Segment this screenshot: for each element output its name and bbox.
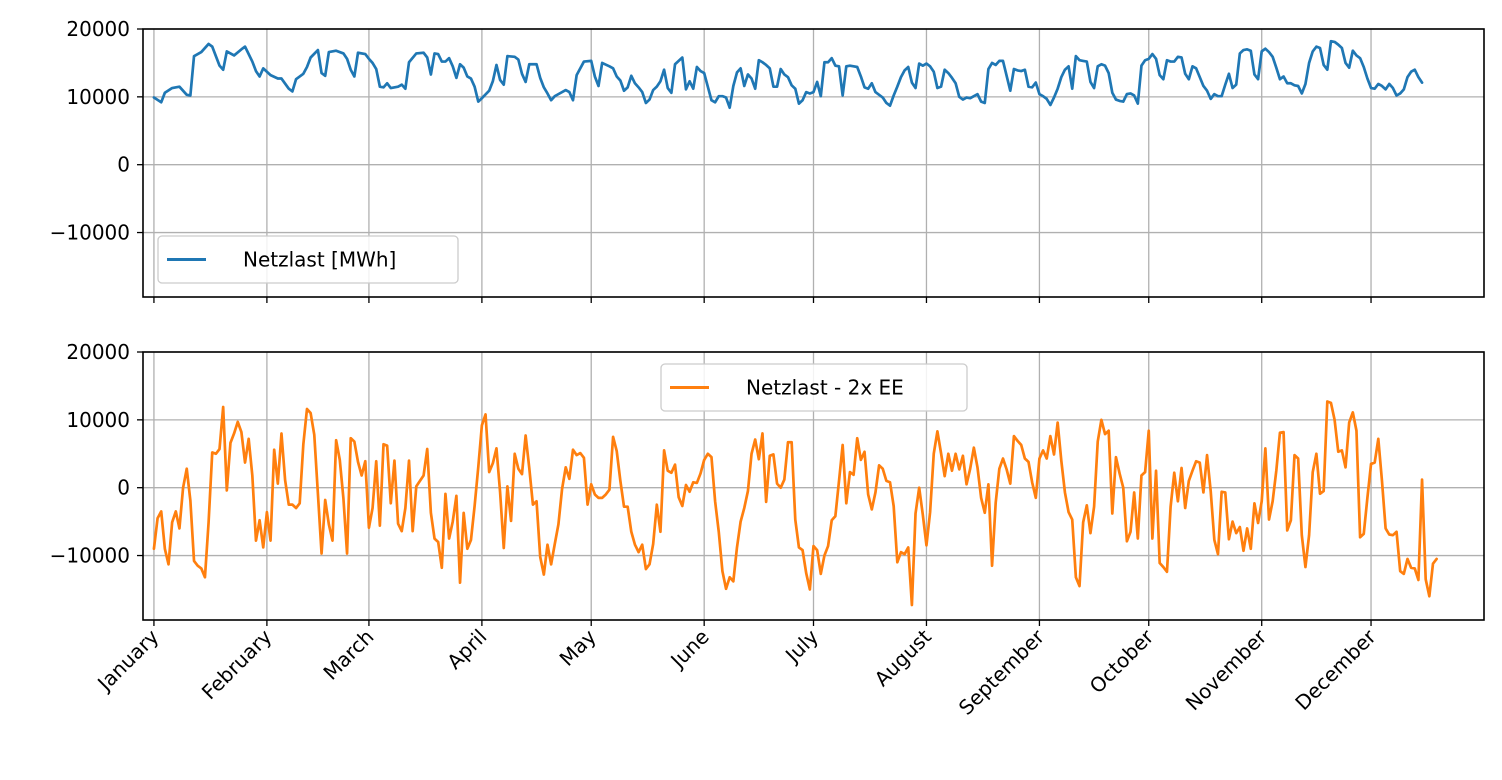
y-tick-label: −10000: [50, 544, 130, 568]
y-tick-label: 20000: [66, 340, 130, 364]
legend-frame: [157, 235, 459, 284]
y-tick-label: 10000: [66, 408, 130, 432]
series-line: [152, 400, 1438, 607]
y-tick-label: 0: [117, 153, 130, 177]
top-legend: Netzlast [MWh]: [157, 235, 459, 284]
top-grid: [143, 28, 1484, 297]
legend-label: Netzlast [MWh]: [243, 248, 396, 272]
bottom-legend: Netzlast - 2x EE: [660, 363, 968, 412]
bottom-series: [152, 400, 1438, 607]
top-y-axis: 20000 10000 0 −10000: [50, 17, 143, 245]
series-line: [152, 39, 1424, 110]
legend-label: Netzlast - 2x EE: [746, 376, 904, 400]
top-series: [152, 39, 1424, 110]
legend-frame: [660, 363, 968, 412]
y-tick-label: −10000: [50, 221, 130, 245]
top-x-axis: [153, 297, 1372, 303]
y-tick-label: 0: [117, 476, 130, 500]
y-tick-label: 20000: [66, 17, 130, 41]
top-panel: 20000 10000 0 −10000 Netzlast [MWh]: [50, 17, 1485, 303]
bottom-y-axis: 20000 10000 0 −10000: [50, 340, 143, 568]
y-tick-label: 10000: [66, 85, 130, 109]
